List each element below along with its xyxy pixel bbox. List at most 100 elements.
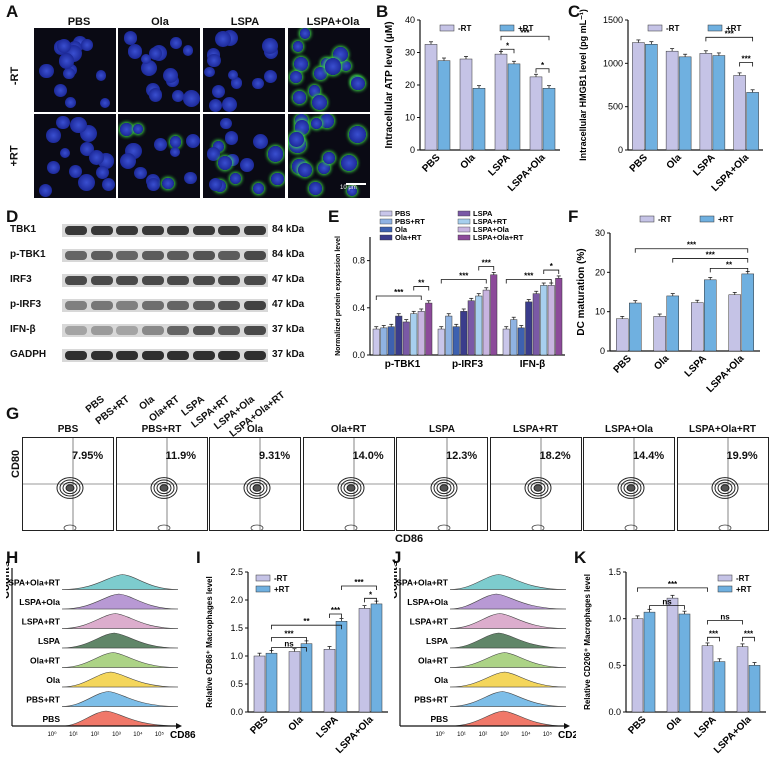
contour (65, 484, 75, 492)
bar (502, 328, 510, 356)
nucleus (124, 31, 138, 45)
bar (460, 311, 468, 356)
hist-tick-label: 10⁴ (133, 731, 143, 738)
blot-band (116, 276, 138, 285)
nucleus (218, 156, 233, 171)
flow-group-label: Ola+RT (330, 424, 367, 435)
contour (59, 479, 81, 497)
sig-bracket (634, 248, 749, 253)
sig-bracket (478, 266, 495, 271)
y-tick-label: 0.8 (352, 256, 365, 266)
x-tick-label: PBS (612, 353, 635, 376)
contour (346, 484, 355, 492)
bar (525, 301, 533, 356)
flow-ylabel: CD80 (10, 449, 22, 478)
blot-band (90, 226, 113, 235)
sig-label: ns (284, 640, 294, 649)
sig-bracket (649, 605, 685, 610)
bar (712, 55, 726, 151)
y-axis-label: Relative CD86⁺ Macrophages level (205, 576, 214, 707)
nucleus (95, 70, 107, 81)
bar (547, 285, 555, 356)
contour (437, 524, 451, 532)
y-tick-label: 1000 (603, 58, 623, 68)
contour (718, 524, 731, 532)
contour (720, 484, 729, 492)
bar (300, 643, 313, 713)
micrograph-tile (118, 114, 200, 198)
legend-label: -RT (274, 574, 287, 583)
nucleus (314, 66, 328, 80)
scale-bar (346, 183, 366, 185)
x-axis-arrow (176, 723, 182, 729)
legend-swatch (499, 24, 515, 32)
flow-percent: 14.0% (352, 450, 384, 462)
legend-label: +RT (274, 585, 289, 594)
nucleus (293, 91, 306, 104)
sig-bracket (271, 624, 342, 630)
bar (666, 597, 679, 713)
sig-bracket (329, 613, 342, 618)
contour (156, 481, 171, 495)
nucleus (340, 155, 357, 171)
blot-band (167, 251, 189, 260)
y-tick-label: 0.5 (230, 679, 243, 689)
legend-label: +RT (718, 215, 733, 224)
blot-band (65, 226, 87, 235)
histogram-curve (449, 632, 567, 649)
bar (510, 319, 518, 356)
legend-label: Ola+RT (395, 233, 422, 242)
legend-swatch (647, 24, 663, 32)
histogram-curve (449, 593, 567, 610)
histogram-curve (449, 652, 567, 668)
contour (717, 481, 732, 495)
nucleus (340, 60, 351, 71)
y-tick-label: 30 (405, 48, 415, 58)
hist-group-label: LSPA (426, 636, 448, 646)
blot-protein-label: TBK1 (10, 224, 37, 235)
blot-protein-label: p-TBK1 (10, 249, 46, 260)
flow-plot (396, 437, 488, 532)
nucleus (214, 30, 231, 47)
blot-strip (62, 299, 268, 312)
bar (728, 294, 741, 352)
sig-label: *** (284, 630, 294, 639)
bar (678, 613, 691, 713)
y-tick-label: 2.5 (230, 567, 243, 577)
blot-band (90, 351, 113, 360)
y-tick-label: 10 (595, 307, 605, 317)
y-axis-label: Intracellular HMGB1 level (pg mL⁻¹) (578, 9, 588, 161)
contour (624, 524, 638, 532)
nucleus (264, 70, 278, 84)
y-tick-label: 1.5 (608, 567, 621, 577)
hist-group-label: LSPA+Ola (407, 597, 448, 607)
contour (62, 481, 78, 495)
nucleus (349, 126, 366, 143)
hist-tick-label: 10³ (112, 732, 121, 738)
panel-letter-e: E (328, 207, 340, 226)
sig-label: * (369, 590, 373, 599)
legend-swatch (379, 226, 393, 233)
bar (358, 608, 371, 713)
x-tick-label: LSPA+Ola (506, 152, 548, 194)
hist-group-label: PBS+RT (26, 695, 61, 705)
y-tick-label: 0.4 (352, 303, 365, 313)
flow-plot (22, 437, 114, 532)
nucleus (161, 177, 174, 190)
flow-xlabel: CD86 (395, 533, 424, 545)
micro-col-label: LSPA (230, 16, 260, 28)
y-tick-label: 0.0 (608, 707, 621, 717)
bar (616, 318, 629, 352)
blot-band (65, 276, 87, 285)
bar (733, 75, 746, 151)
blot-size-label: 37 kDa (272, 349, 305, 360)
contour (252, 484, 262, 492)
nucleus (267, 146, 283, 162)
sig-label: *** (706, 251, 716, 260)
flow-percent: 14.4% (633, 450, 665, 462)
nucleus (70, 116, 87, 134)
nucleus (46, 161, 60, 175)
legend-label: -RT (658, 215, 671, 224)
histogram-curve (449, 613, 567, 629)
bar (482, 289, 490, 356)
